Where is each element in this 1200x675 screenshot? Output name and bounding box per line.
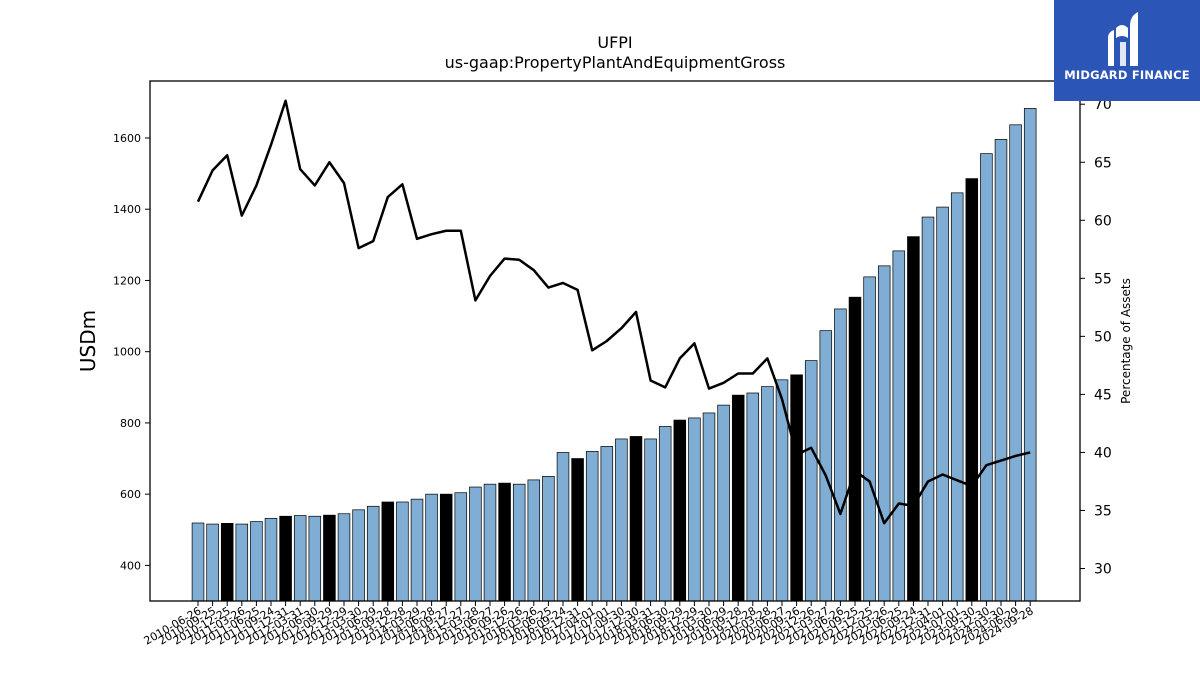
bar-2022-09-24 xyxy=(907,236,920,602)
y-tick-label: 1200 xyxy=(113,274,141,287)
y2-tick-label: 60 xyxy=(1094,213,1112,229)
bar-2024-03-30 xyxy=(994,139,1008,602)
bar-2023-04-01 xyxy=(936,206,949,602)
bar-2011-06-25 xyxy=(250,521,263,602)
bar-2021-12-25 xyxy=(863,276,876,602)
y-tick-label: 1600 xyxy=(113,132,141,145)
y2-tick-label: 50 xyxy=(1094,329,1112,345)
bar-2012-09-29 xyxy=(323,514,336,602)
bar-2016-09-24 xyxy=(556,452,570,602)
bar-2019-12-28 xyxy=(746,392,760,602)
bar-2023-09-30 xyxy=(965,178,979,602)
y2-tick-label: 65 xyxy=(1094,155,1112,171)
plot-frame xyxy=(149,80,1081,602)
bar-2016-03-26 xyxy=(527,479,541,602)
bar-2022-06-25 xyxy=(892,250,906,602)
bar-2018-06-30 xyxy=(658,426,672,602)
bar-2017-12-30 xyxy=(629,436,643,602)
bar-2015-03-28 xyxy=(469,486,482,602)
bar-2014-03-29 xyxy=(410,498,424,602)
y2-tick-label: 55 xyxy=(1094,271,1112,287)
bar-2015-09-26 xyxy=(498,482,511,602)
y2-axis-label: Percentage of Assets xyxy=(1119,278,1133,404)
bar-2012-06-30 xyxy=(308,515,322,602)
y-tick-label: 1400 xyxy=(113,203,141,216)
bar-2018-12-29 xyxy=(688,417,701,602)
bar-2024-06-29 xyxy=(1009,124,1022,602)
bar-2014-06-28 xyxy=(425,493,438,602)
y-tick-label: 400 xyxy=(120,559,141,572)
line-series-group xyxy=(196,99,1031,525)
bar-2018-09-29 xyxy=(673,419,687,602)
bar-2019-06-29 xyxy=(717,404,730,602)
percentage-line xyxy=(196,99,1031,525)
bar-2011-09-24 xyxy=(264,518,278,602)
y2-tick-label: 35 xyxy=(1094,503,1112,519)
y2-tick-label: 30 xyxy=(1094,562,1112,578)
bar-2015-12-26 xyxy=(512,483,526,602)
y-axis-label: USDm xyxy=(76,310,100,372)
bar-2014-09-27 xyxy=(439,493,453,602)
bar-2012-12-29 xyxy=(337,513,351,602)
bar-2016-06-25 xyxy=(542,475,555,602)
bar-2013-03-30 xyxy=(352,509,365,602)
bar-2018-03-31 xyxy=(644,438,657,602)
bar-2022-03-26 xyxy=(877,265,891,602)
bar-2015-06-27 xyxy=(483,483,497,602)
bar-2022-12-31 xyxy=(921,216,935,602)
bar-2011-12-31 xyxy=(279,515,292,602)
x-axis-ticks: 2010-06-262010-09-252010-12-252011-03-26… xyxy=(142,601,1036,648)
midgard-logo-icon xyxy=(1108,12,1138,66)
bar-2021-06-26 xyxy=(834,308,847,602)
bar-2017-07-01 xyxy=(600,446,614,602)
bar-2013-06-29 xyxy=(366,505,380,602)
bar-2019-09-28 xyxy=(731,394,745,602)
bar-2020-09-26 xyxy=(790,374,803,602)
bar-2016-12-31 xyxy=(571,458,584,602)
y-tick-label: 600 xyxy=(120,488,141,501)
bar-2010-06-26 xyxy=(191,522,205,602)
y-tick-label: 1000 xyxy=(113,346,141,359)
y2-tick-label: 45 xyxy=(1094,387,1112,403)
bar-2017-09-30 xyxy=(615,438,628,602)
y2-tick-label: 40 xyxy=(1094,445,1112,461)
bar-2017-04-01 xyxy=(585,451,599,602)
bar-2023-12-30 xyxy=(980,153,993,602)
bar-2020-12-26 xyxy=(804,360,818,602)
left-axis-ticks: 400 600 800 1000 1200 1400 1600 xyxy=(113,132,150,572)
brand-logo: MIDGARD FINANCE xyxy=(1054,0,1200,101)
chart-title: UFPI xyxy=(597,33,632,52)
bar-2014-12-27 xyxy=(454,492,468,602)
bar-2011-03-26 xyxy=(235,523,249,602)
bar-2013-12-28 xyxy=(396,501,409,602)
bar-2023-07-01 xyxy=(950,192,964,602)
y-tick-label: 800 xyxy=(120,417,141,430)
right-axis-ticks: 30 35 40 45 50 55 60 65 70 xyxy=(1080,97,1112,578)
bar-2010-09-25 xyxy=(206,523,219,602)
logo-text: MIDGARD FINANCE xyxy=(1064,68,1190,82)
bar-2012-03-31 xyxy=(293,515,307,602)
y2-tick-label: 70 xyxy=(1094,97,1112,113)
bar-2020-03-28 xyxy=(761,386,774,602)
bar-2019-03-30 xyxy=(702,412,716,602)
bar-series xyxy=(191,108,1037,602)
bar-2024-09-28 xyxy=(1023,108,1037,602)
bar-2021-09-25 xyxy=(848,296,862,602)
bar-2013-09-28 xyxy=(381,501,395,602)
bar-2010-12-25 xyxy=(220,523,234,602)
chart-subtitle: us-gaap:PropertyPlantAndEquipmentGross xyxy=(445,53,786,72)
